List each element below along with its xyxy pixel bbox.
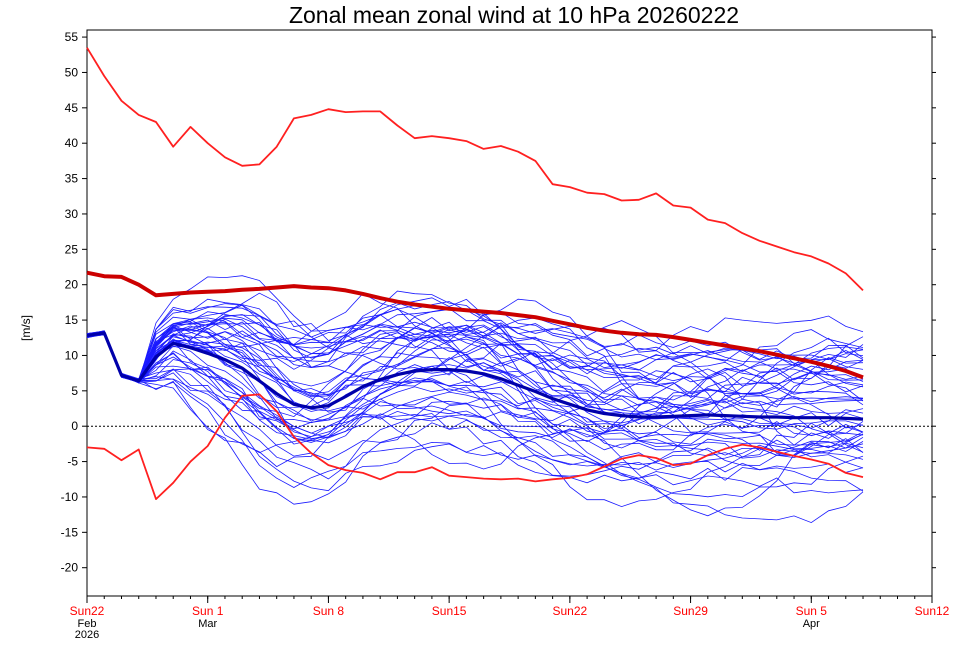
climatology-min-line bbox=[86, 393, 864, 501]
ensemble-member-line bbox=[86, 333, 864, 524]
ensemble-member-line bbox=[86, 297, 864, 381]
x-tick-label: Sun 5 bbox=[796, 604, 828, 618]
y-tick-label: -15 bbox=[61, 525, 79, 539]
y-tick-label: 55 bbox=[65, 30, 79, 44]
ensemble-member-line bbox=[86, 332, 864, 451]
x-tick-label: Sun22 bbox=[553, 604, 588, 618]
ensemble-member-line bbox=[86, 325, 864, 413]
ensemble-member-line bbox=[86, 330, 864, 466]
y-tick-label: 30 bbox=[65, 207, 79, 221]
x-tick-label: Sun22 bbox=[70, 604, 105, 618]
ensemble-member-line bbox=[86, 331, 864, 458]
chart-title: Zonal mean zonal wind at 10 hPa 20260222 bbox=[288, 2, 740, 28]
y-tick-label: 15 bbox=[65, 313, 79, 327]
plot-frame bbox=[86, 29, 933, 597]
ensemble-member-line bbox=[86, 327, 864, 409]
y-tick-label: 10 bbox=[65, 348, 79, 362]
y-tick-label: -20 bbox=[61, 561, 79, 575]
ensemble-member-line bbox=[86, 330, 864, 508]
ensemble-member-line bbox=[86, 311, 864, 393]
x-tick-label: Sun15 bbox=[432, 604, 467, 618]
y-tick-label: -5 bbox=[67, 455, 78, 469]
x-tick-month: Feb bbox=[78, 618, 97, 630]
ensemble-mean-line bbox=[86, 331, 864, 421]
ensemble-member-line bbox=[86, 330, 864, 498]
ensemble-member-line bbox=[86, 334, 864, 477]
x-tick-year: 2026 bbox=[75, 629, 99, 641]
ensemble-member-line bbox=[86, 317, 864, 430]
y-tick-label: 50 bbox=[65, 65, 79, 79]
y-tick-label: -10 bbox=[61, 490, 79, 504]
y-tick-label: 35 bbox=[65, 172, 79, 186]
ensemble-member-line bbox=[86, 304, 864, 387]
x-tick-month: Apr bbox=[803, 618, 820, 630]
x-tick-label: Sun12 bbox=[915, 604, 950, 618]
ensemble-member-line bbox=[86, 314, 864, 433]
ensemble-member-line bbox=[86, 322, 864, 440]
ensemble-member-line bbox=[86, 334, 864, 492]
ensemble-member-line bbox=[86, 321, 864, 448]
ensemble-member-line bbox=[86, 303, 864, 380]
ensemble-member-line bbox=[86, 331, 864, 481]
ensemble-member-line bbox=[86, 321, 864, 429]
ensemble-member-line bbox=[86, 332, 864, 467]
y-tick-label: 0 bbox=[71, 419, 78, 433]
ensemble-member-line bbox=[86, 319, 864, 384]
ensemble-member-line bbox=[86, 331, 864, 457]
x-tick-label: Sun 8 bbox=[313, 604, 345, 618]
ensemble-member-line bbox=[86, 331, 864, 416]
y-tick-label: 40 bbox=[65, 136, 79, 150]
ensemble-member-line bbox=[86, 314, 864, 403]
ensemble-member-line bbox=[86, 331, 864, 494]
ensemble-member-line bbox=[86, 292, 864, 397]
y-tick-label: 5 bbox=[71, 384, 78, 398]
x-tick-label: Sun29 bbox=[673, 604, 708, 618]
x-tick-month: Mar bbox=[198, 618, 217, 630]
y-tick-label: 45 bbox=[65, 101, 79, 115]
y-tick-label: 20 bbox=[65, 278, 79, 292]
ensemble-member-line bbox=[86, 332, 864, 439]
climatology-mean-line bbox=[86, 270, 864, 380]
ensemble-member-line bbox=[86, 305, 864, 382]
climatology-max-line bbox=[86, 47, 864, 292]
x-tick-label: Sun 1 bbox=[192, 604, 224, 618]
ensemble-member-line bbox=[86, 275, 864, 383]
ensemble-member-line bbox=[86, 331, 864, 429]
y-tick-label: 25 bbox=[65, 242, 79, 256]
